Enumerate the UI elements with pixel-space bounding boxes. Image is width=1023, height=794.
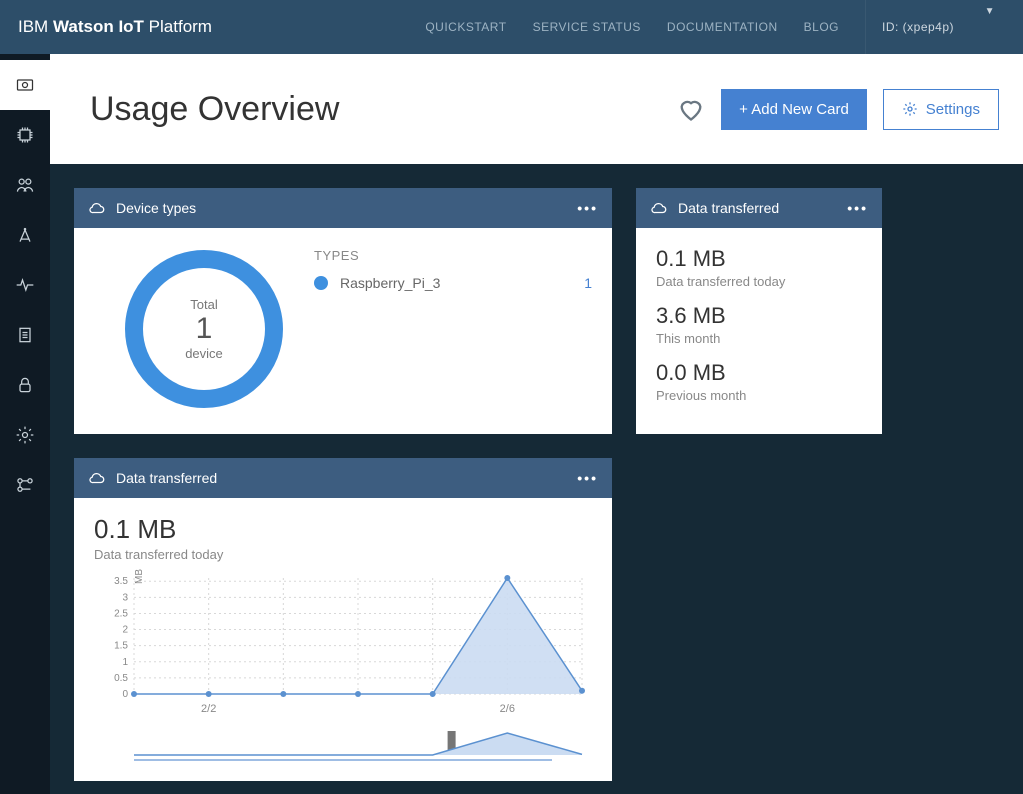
gear-icon xyxy=(902,101,918,117)
types-column: TYPES Raspberry_Pi_3 1 xyxy=(314,244,592,414)
card-more-button[interactable]: ••• xyxy=(577,470,598,486)
sidebar-item-apps[interactable] xyxy=(0,210,50,260)
type-color-dot xyxy=(314,276,328,290)
sidebar-item-dashboard[interactable] xyxy=(0,60,50,110)
sidebar-item-usage[interactable] xyxy=(0,260,50,310)
donut-center: Total 1 device xyxy=(119,244,289,414)
flows-icon xyxy=(15,475,35,495)
pulse-icon xyxy=(15,275,35,295)
type-name: Raspberry_Pi_3 xyxy=(340,275,440,291)
sidebar-item-members[interactable] xyxy=(0,160,50,210)
card-header: Device types ••• xyxy=(74,188,612,228)
svg-text:2: 2 xyxy=(122,625,128,636)
donut-count: 1 xyxy=(196,312,213,346)
card-title: Data transferred xyxy=(678,200,779,216)
top-nav: QUICKSTART SERVICE STATUS DOCUMENTATION … xyxy=(425,0,1005,54)
svg-text:2/6: 2/6 xyxy=(500,703,515,715)
heart-icon[interactable] xyxy=(677,95,705,123)
chip-icon xyxy=(15,125,35,145)
id-dropdown[interactable]: ▼ ID: (xpep4p) xyxy=(865,0,1005,54)
card-header: Data transferred ••• xyxy=(636,188,882,228)
donut-wrap: Total 1 device xyxy=(94,244,314,414)
svg-text:3: 3 xyxy=(122,592,128,603)
data-transferred-body: 0.1 MB Data transferred today 3.6 MB Thi… xyxy=(636,228,882,425)
brand-part3: Platform xyxy=(149,17,212,36)
caret-down-icon: ▼ xyxy=(985,6,995,17)
svg-text:2.5: 2.5 xyxy=(114,608,128,619)
card-title: Data transferred xyxy=(116,470,217,486)
card-title: Device types xyxy=(116,200,196,216)
dt-label-month: This month xyxy=(656,331,862,346)
page-header-actions: + Add New Card Settings xyxy=(677,89,999,130)
add-new-card-button[interactable]: + Add New Card xyxy=(721,89,867,130)
card-more-button[interactable]: ••• xyxy=(577,200,598,216)
document-icon xyxy=(15,325,35,345)
page-title: Usage Overview xyxy=(90,90,339,129)
dashboard-icon xyxy=(15,75,35,95)
svg-text:1: 1 xyxy=(122,657,128,668)
sidebar-item-devices[interactable] xyxy=(0,110,50,160)
cloud-icon xyxy=(88,471,106,485)
dt-value-today: 0.1 MB xyxy=(656,246,862,272)
nav-blog[interactable]: BLOG xyxy=(804,20,839,34)
device-types-card: Device types ••• Total 1 device xyxy=(74,188,612,434)
svg-text:MB: MB xyxy=(134,569,145,584)
brand: IBM Watson IoT Platform xyxy=(18,17,212,37)
members-icon xyxy=(15,175,35,195)
nav-documentation[interactable]: DOCUMENTATION xyxy=(667,20,778,34)
lock-icon xyxy=(15,375,35,395)
device-types-donut: Total 1 device xyxy=(119,244,289,414)
nav-service-status[interactable]: SERVICE STATUS xyxy=(533,20,641,34)
compass-icon xyxy=(15,225,35,245)
sidebar xyxy=(0,54,50,794)
sidebar-item-security[interactable] xyxy=(0,360,50,410)
data-transferred-card: Data transferred ••• 0.1 MB Data transfe… xyxy=(636,188,882,434)
sidebar-item-extensions[interactable] xyxy=(0,460,50,510)
types-header: TYPES xyxy=(314,248,592,263)
donut-total-label: Total xyxy=(190,297,217,312)
card-header: Data transferred ••• xyxy=(74,458,612,498)
chart-body: 0.1 MB Data transferred today 0 0.5 1 1.5 2 2… xyxy=(74,498,612,781)
donut-unit: device xyxy=(185,346,223,361)
dt-label-today: Data transferred today xyxy=(656,274,862,289)
brand-part2: Watson IoT xyxy=(53,17,144,36)
cloud-icon xyxy=(88,201,106,215)
brand-part1: IBM xyxy=(18,17,48,36)
page-header: Usage Overview + Add New Card Settings xyxy=(50,54,1023,164)
device-types-body: Total 1 device TYPES Raspberry_Pi_3 xyxy=(74,228,612,434)
card-more-button[interactable]: ••• xyxy=(847,200,868,216)
svg-text:0.5: 0.5 xyxy=(114,673,128,684)
data-transferred-chart: 0 0.5 1 1.5 2 2.5 3 3.5 MB 2/2 2/6 xyxy=(94,568,592,718)
sidebar-item-rules[interactable] xyxy=(0,310,50,360)
chart-value: 0.1 MB xyxy=(94,514,592,545)
svg-text:1.5: 1.5 xyxy=(114,641,128,652)
dt-label-prev: Previous month xyxy=(656,388,862,403)
mini-chart-wrap xyxy=(94,729,592,761)
svg-text:3.5: 3.5 xyxy=(114,576,128,587)
nav-quickstart[interactable]: QUICKSTART xyxy=(425,20,506,34)
chart-label: Data transferred today xyxy=(94,547,592,562)
dt-value-prev: 0.0 MB xyxy=(656,360,862,386)
settings-button[interactable]: Settings xyxy=(883,89,999,130)
sidebar-item-settings[interactable] xyxy=(0,410,50,460)
data-transferred-chart-card: Data transferred ••• 0.1 MB Data transfe… xyxy=(74,458,612,781)
content-area: Usage Overview + Add New Card Settings D… xyxy=(50,54,1023,794)
svg-text:2/2: 2/2 xyxy=(201,703,216,715)
gear-icon xyxy=(15,425,35,445)
dt-value-month: 3.6 MB xyxy=(656,303,862,329)
settings-button-label: Settings xyxy=(926,101,980,118)
type-row[interactable]: Raspberry_Pi_3 1 xyxy=(314,275,592,291)
mini-chart[interactable] xyxy=(94,729,592,757)
topbar: IBM Watson IoT Platform QUICKSTART SERVI… xyxy=(0,0,1023,54)
type-count: 1 xyxy=(584,275,592,291)
mini-scrollbar[interactable] xyxy=(134,759,552,761)
org-id-label: ID: (xpep4p) xyxy=(882,20,989,34)
svg-text:0: 0 xyxy=(122,689,128,700)
cloud-icon xyxy=(650,201,668,215)
cards-area: Device types ••• Total 1 device xyxy=(50,164,1023,794)
